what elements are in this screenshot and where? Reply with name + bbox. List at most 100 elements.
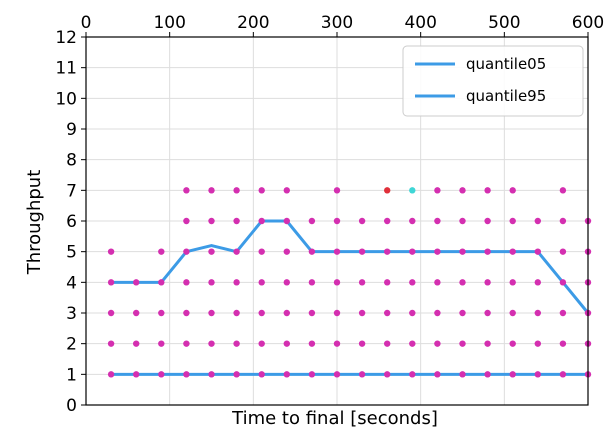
data-point — [283, 309, 290, 317]
data-point — [208, 217, 215, 225]
data-point — [258, 217, 265, 225]
data-point — [283, 187, 290, 194]
data-point — [434, 309, 441, 317]
data-point — [208, 340, 215, 347]
data-point — [258, 187, 265, 194]
data-point — [409, 279, 416, 286]
data-point — [509, 340, 516, 347]
data-point — [559, 371, 567, 378]
data-point — [308, 371, 316, 378]
data-point — [484, 217, 491, 225]
data-point — [484, 248, 491, 255]
data-point — [459, 187, 466, 194]
data-point — [384, 279, 391, 286]
data-point — [534, 340, 541, 347]
data-point — [384, 217, 391, 225]
data-point — [434, 187, 441, 194]
data-point-red — [384, 187, 391, 194]
data-point — [258, 340, 265, 347]
data-point — [434, 279, 441, 286]
data-point — [133, 309, 140, 317]
data-point — [484, 371, 491, 378]
data-point — [333, 217, 341, 225]
data-point — [183, 340, 190, 347]
data-point — [509, 309, 516, 317]
data-point — [133, 279, 140, 286]
y-tick-label: 2 — [66, 335, 77, 355]
data-point — [333, 309, 341, 317]
data-point — [534, 248, 541, 255]
data-point — [107, 371, 115, 378]
y-tick-label: 1 — [66, 365, 77, 385]
legend-label-quantile05: quantile05 — [466, 55, 546, 73]
data-point — [409, 248, 416, 255]
data-point — [183, 248, 190, 255]
data-point — [459, 309, 466, 317]
data-point — [183, 187, 190, 194]
data-point — [358, 340, 366, 347]
data-point — [107, 248, 115, 255]
data-point — [258, 309, 265, 317]
data-point — [308, 309, 316, 317]
data-point — [559, 217, 567, 225]
data-point — [107, 309, 115, 317]
data-point — [409, 371, 416, 378]
data-point — [358, 309, 366, 317]
data-point — [308, 248, 316, 255]
data-point — [158, 248, 165, 255]
data-point — [183, 217, 190, 225]
data-point — [459, 340, 466, 347]
data-point — [183, 371, 190, 378]
data-point — [559, 248, 567, 255]
y-tick-label: 10 — [55, 89, 77, 109]
x-tick-label: 400 — [404, 13, 436, 33]
data-point — [233, 217, 240, 225]
y-tick-label: 5 — [66, 243, 77, 263]
data-point — [409, 309, 416, 317]
data-point — [333, 279, 341, 286]
data-point — [534, 279, 541, 286]
data-point — [283, 248, 290, 255]
data-point — [183, 309, 190, 317]
data-point — [509, 217, 516, 225]
data-point — [333, 187, 341, 194]
x-tick-label: 600 — [572, 13, 604, 33]
data-point — [358, 217, 366, 225]
data-point — [233, 279, 240, 286]
data-point — [333, 371, 341, 378]
data-point — [283, 217, 290, 225]
x-tick-label: 300 — [321, 13, 353, 33]
data-point — [509, 248, 516, 255]
data-point — [559, 279, 567, 286]
data-point — [283, 340, 290, 347]
legend: quantile05 quantile95 — [402, 45, 584, 117]
data-point — [358, 248, 366, 255]
data-point — [434, 248, 441, 255]
y-tick-label: 9 — [66, 120, 77, 140]
data-point — [107, 279, 115, 286]
data-point — [158, 340, 165, 347]
quantile95-line — [111, 219, 590, 314]
data-point — [459, 279, 466, 286]
data-point — [509, 187, 516, 194]
data-point — [208, 309, 215, 317]
data-point — [283, 371, 290, 378]
data-point-cyan — [409, 187, 416, 194]
data-point — [534, 309, 541, 317]
data-point — [434, 217, 441, 225]
x-axis-ticks: 0 100 200 300 400 500 600 — [81, 13, 604, 37]
data-point — [283, 279, 290, 286]
x-axis-label: Time to final [seconds] — [231, 408, 438, 429]
data-point — [208, 371, 215, 378]
y-tick-label: 8 — [66, 151, 77, 171]
x-tick-label: 100 — [153, 13, 185, 33]
data-point — [233, 187, 240, 194]
data-point — [459, 248, 466, 255]
data-point — [559, 309, 567, 317]
scatter-points — [107, 187, 592, 378]
y-tick-label: 0 — [66, 396, 77, 416]
data-point — [107, 340, 115, 347]
x-tick-label: 200 — [237, 13, 269, 33]
data-point — [158, 279, 165, 286]
